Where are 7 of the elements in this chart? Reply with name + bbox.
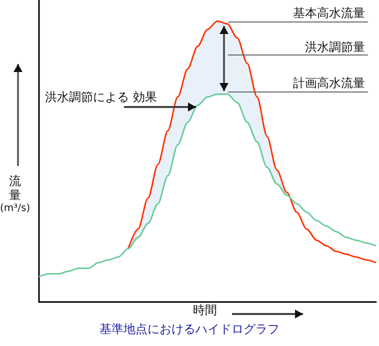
annotation: 洪水調節量 xyxy=(305,40,365,54)
text: 基本高水流量 xyxy=(293,6,365,20)
x-axis-title: 時間 xyxy=(193,303,217,317)
annotation: 計画高水流量 xyxy=(293,76,365,90)
annotation: 洪水調節による 効果 xyxy=(45,90,157,104)
y-axis-title: 流量(m³/s) xyxy=(0,174,30,216)
text: 基準地点におけるハイドログラフ xyxy=(100,322,280,336)
